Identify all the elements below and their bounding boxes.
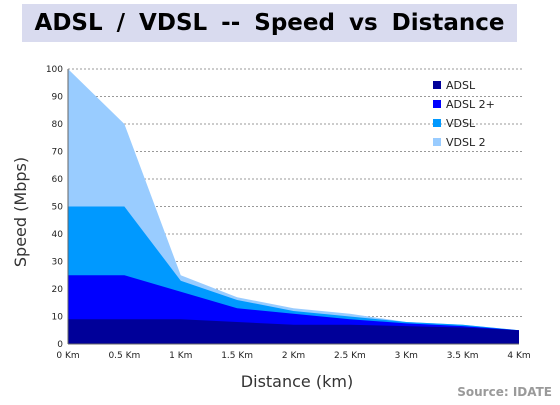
x-tick-label: 1.5 Km — [221, 351, 253, 361]
x-tick-label: 2.5 Km — [334, 351, 366, 361]
tick-labels: 0 10 20 30 40 50 60 70 80 90 100 0 Km 0.5 Km 1 Km 1.5 … — [46, 65, 531, 361]
legend-item: VDSL — [433, 117, 476, 130]
x-tick-label: 3.5 Km — [447, 351, 479, 361]
y-tick-label: 100 — [46, 65, 63, 75]
legend-label: ADSL — [446, 79, 476, 92]
x-tick-label: 1 Km — [169, 351, 192, 361]
source-credit: Source: IDATE — [457, 385, 552, 399]
series-area-vdsl-2 — [68, 69, 519, 344]
y-tick-label: 20 — [52, 285, 64, 295]
chart-title-box: ADSL / VDSL -- Speed vs Distance — [22, 4, 517, 42]
y-tick-label: 60 — [52, 175, 64, 185]
legend-item: ADSL 2+ — [433, 98, 495, 111]
chart-title: ADSL / VDSL -- Speed vs Distance — [34, 10, 505, 36]
legend-swatch — [433, 119, 441, 127]
legend-label: VDSL 2 — [446, 136, 486, 149]
legend-item: ADSL — [433, 79, 476, 92]
series-area-adsl — [68, 319, 519, 344]
x-tick-label: 0 Km — [56, 351, 79, 361]
x-tick-label: 2 Km — [282, 351, 305, 361]
legend-label: ADSL 2+ — [446, 98, 495, 111]
axes — [67, 69, 519, 345]
series-areas — [68, 69, 519, 344]
legend-item: VDSL 2 — [433, 136, 486, 149]
y-tick-label: 30 — [52, 258, 64, 268]
x-tick-label: 3 Km — [395, 351, 418, 361]
legend-label: VDSL — [446, 117, 476, 130]
legend-swatch — [433, 81, 441, 89]
x-tick-label: 0.5 Km — [108, 351, 140, 361]
y-tick-label: 80 — [52, 120, 64, 130]
legend-swatch — [433, 100, 441, 108]
y-tick-label: 90 — [52, 93, 64, 103]
y-tick-label: 10 — [52, 313, 64, 323]
y-axis-label: Speed (Mbps) — [11, 157, 30, 267]
legend: ADSL ADSL 2+ VDSL VDSL 2 — [433, 79, 495, 149]
y-tick-label: 50 — [52, 203, 64, 213]
y-tick-label: 70 — [52, 148, 64, 158]
legend-swatch — [433, 138, 441, 146]
y-tick-label: 40 — [52, 230, 64, 240]
y-tick-label: 0 — [57, 340, 63, 350]
x-axis-label: Distance (km) — [241, 372, 353, 391]
x-tick-label: 4 Km — [507, 351, 530, 361]
